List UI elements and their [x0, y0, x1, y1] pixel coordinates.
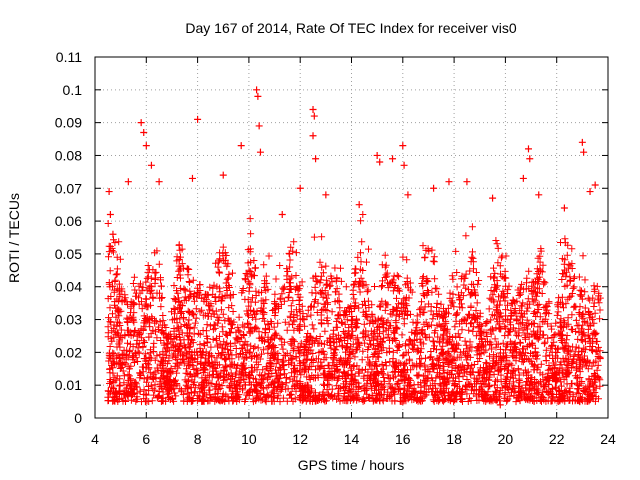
- data-point: [373, 151, 381, 159]
- data-point: [376, 158, 384, 166]
- data-point: [355, 201, 363, 209]
- chart-title: Day 167 of 2014, Rate Of TEC Index for r…: [185, 20, 516, 36]
- data-point: [109, 230, 117, 238]
- data-point: [147, 161, 155, 169]
- y-tick-label: 0.07: [55, 180, 82, 196]
- x-tick-label: 10: [241, 431, 257, 447]
- data-point: [124, 178, 132, 186]
- data-point: [237, 142, 245, 150]
- x-tick-label: 16: [395, 431, 411, 447]
- data-point: [526, 155, 534, 163]
- y-tick-label: 0.01: [55, 377, 82, 393]
- x-tick-label: 20: [498, 431, 514, 447]
- data-point: [253, 394, 261, 402]
- data-point: [560, 204, 568, 212]
- data-point: [496, 401, 504, 409]
- y-tick-label: 0.02: [55, 344, 82, 360]
- data-point: [524, 145, 532, 153]
- x-tick-label: 24: [600, 431, 616, 447]
- data-point: [155, 178, 163, 186]
- x-tick-label: 6: [142, 431, 150, 447]
- y-tick-label: 0.05: [55, 246, 82, 262]
- data-point: [445, 178, 453, 186]
- data-point: [322, 191, 330, 199]
- data-point: [389, 155, 397, 163]
- data-point: [586, 188, 594, 196]
- data-point: [591, 181, 599, 189]
- data-point: [310, 112, 318, 120]
- data-points: [104, 86, 604, 409]
- x-tick-label: 4: [91, 431, 99, 447]
- axis-ticks: [94, 56, 609, 419]
- y-tick-label: 0.06: [55, 213, 82, 229]
- x-tick-label: 8: [194, 431, 202, 447]
- data-point: [430, 184, 438, 192]
- x-axis-label: GPS time / hours: [298, 457, 405, 473]
- data-point: [489, 194, 497, 202]
- data-point: [105, 188, 113, 196]
- data-point: [188, 174, 196, 182]
- data-point: [256, 148, 264, 156]
- data-point: [254, 92, 262, 100]
- data-point: [312, 155, 320, 163]
- x-tick-label: 14: [344, 431, 360, 447]
- data-point: [580, 148, 588, 156]
- data-point: [253, 86, 261, 94]
- y-tick-label: 0: [74, 410, 82, 426]
- data-point: [309, 106, 317, 114]
- y-tick-label: 0.1: [63, 82, 83, 98]
- x-tick-label: 18: [446, 431, 462, 447]
- data-points-cloud: [104, 211, 604, 406]
- x-tick-label: 12: [292, 431, 308, 447]
- y-tick-label: 0.08: [55, 147, 82, 163]
- data-point: [194, 115, 202, 123]
- y-tick-label: 0.04: [55, 279, 82, 295]
- x-tick-labels: 4 6 8 10 12 14 16 18 20 22 24: [91, 431, 616, 447]
- data-point: [400, 161, 408, 169]
- data-point: [399, 398, 407, 406]
- data-point: [106, 211, 114, 219]
- data-point: [255, 122, 263, 130]
- y-tick-label: 0.03: [55, 312, 82, 328]
- data-point: [519, 174, 527, 182]
- data-point: [296, 184, 304, 192]
- data-point: [309, 132, 317, 140]
- y-tick-label: 0.09: [55, 115, 82, 131]
- data-point: [404, 191, 412, 199]
- data-point: [278, 211, 286, 219]
- data-point: [535, 191, 543, 199]
- y-tick-labels: 0 0.01 0.02 0.03 0.04 0.05 0.06 0.07 0.08 0.09 0.1…: [55, 49, 82, 426]
- data-point: [399, 142, 407, 150]
- data-point: [576, 398, 584, 406]
- x-tick-label: 22: [549, 431, 565, 447]
- y-axis-label: ROTI / TECUs: [6, 193, 22, 283]
- data-point: [578, 138, 586, 146]
- data-point: [219, 171, 227, 179]
- data-point: [137, 119, 145, 127]
- data-point: [140, 128, 148, 136]
- y-tick-label: 0.11: [56, 49, 82, 65]
- data-point: [142, 142, 150, 150]
- data-point: [463, 178, 471, 186]
